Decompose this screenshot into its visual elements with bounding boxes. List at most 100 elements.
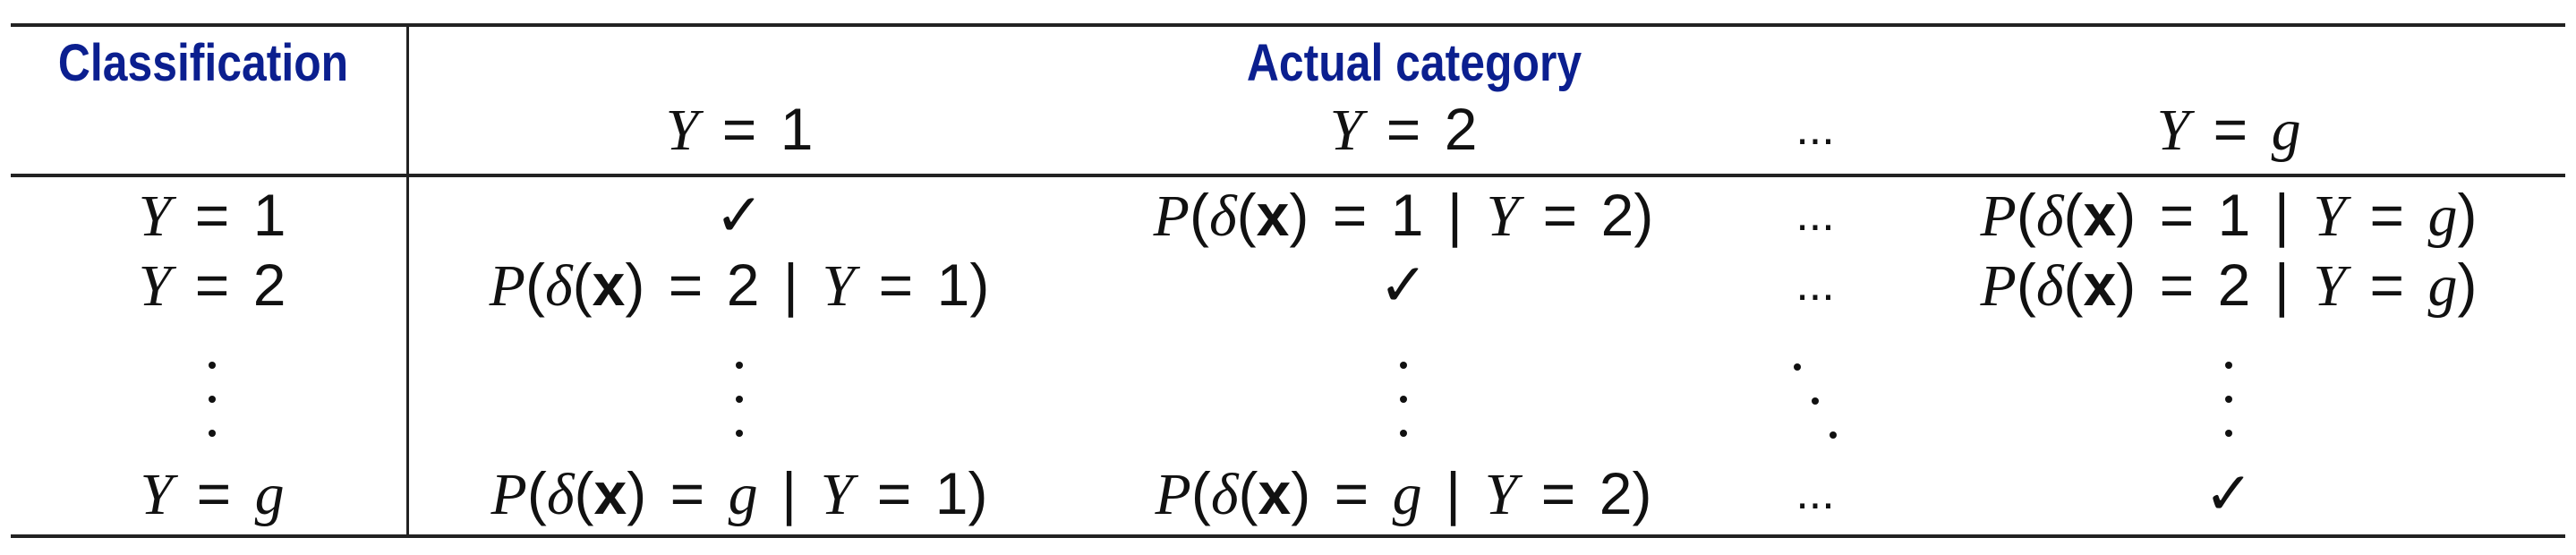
math-variable: g [2271,98,2301,163]
math-variable: Y [1484,462,1518,527]
math-token: ( [2063,182,2084,248]
column-header: Y = 1 [666,97,814,163]
math-token: 2 [726,252,760,318]
ellipsis: ... [1796,259,1835,311]
math-variable: Y [138,184,172,249]
math-token: ( [1238,460,1258,526]
math-token: ) [1633,182,1654,248]
dot [2225,396,2232,403]
math-token: ) [1289,182,1309,248]
actual-category-header: Actual category [1246,34,1582,92]
math-token: 2 [1444,96,1478,162]
math-bold-x: x [2083,182,2117,248]
header-rule [11,174,2565,177]
math-token: ) [2116,182,2137,248]
math-token: ) [1291,460,1311,526]
classification-header: Classification [57,34,349,92]
math-equals: = [1529,460,1588,526]
math-bold-x: x [2083,252,2117,318]
math-delta: δ [1208,184,1237,249]
math-token: ) [2457,252,2478,318]
math-variable: Y [140,462,174,527]
math-equals: = [865,460,924,526]
dot [209,396,216,403]
math-token: 1 [780,96,814,162]
math-variable: P [489,253,525,319]
vertical-dots [733,362,746,446]
math-token: 1 [252,182,286,248]
check-mark: ✓ [2204,460,2254,526]
math-equals: = [658,460,717,526]
math-bar: | [1433,460,1473,526]
math-bold-x: x [1256,182,1290,248]
math-token: ) [1632,460,1652,526]
math-delta: δ [2035,253,2064,319]
math-token: ) [2457,182,2478,248]
math-delta: δ [1210,462,1239,527]
dot [1400,362,1407,369]
column-header: ... [1796,103,1835,155]
probability-cell: P(δ(x) = 2 | Y = g) [1981,252,2478,319]
math-token: ) [968,460,988,526]
math-token: 2 [1600,182,1634,248]
math-equals: = [1374,96,1433,162]
math-variable: g [254,462,285,527]
math-delta: δ [2035,184,2064,249]
math-equals: = [2147,182,2206,248]
ellipsis: ... [1796,189,1835,241]
math-equals: = [1320,182,1379,248]
dot [1830,431,1837,439]
column-header: Y = g [2156,97,2300,163]
check-mark: ✓ [1378,252,1429,318]
column-header: Y = 2 [1330,97,1478,163]
math-variable: P [490,462,527,527]
math-bar: | [2262,252,2302,318]
math-token: 1 [2217,182,2251,248]
math-variable: Y [138,253,172,319]
math-variable: g [1392,462,1422,527]
ellipsis: ... [1796,467,1835,519]
math-equals: = [183,182,242,248]
math-variable: g [2427,184,2458,249]
dot [1400,396,1407,403]
math-token: ( [2016,252,2036,318]
math-bar: | [771,252,811,318]
probability-cell: P(δ(x) = 1 | Y = g) [1981,183,2478,249]
diagonal-dots [1790,362,1840,446]
vertical-dots [1397,362,1410,446]
math-variable: Y [822,253,856,319]
math-token: ( [2016,182,2036,248]
dot [1400,430,1407,437]
math-variable: P [1155,462,1191,527]
math-token: ( [1190,460,1211,526]
dot [209,430,216,437]
dot [736,362,743,369]
row-label: Y = 1 [139,183,286,249]
dot [2225,362,2232,369]
math-equals: = [183,252,242,318]
math-token: 1 [936,252,970,318]
math-variable: g [2427,253,2458,319]
math-variable: Y [665,98,699,163]
math-equals: = [184,460,243,526]
math-token: ) [625,252,645,318]
dot [736,430,743,437]
probability-cell: P(δ(x) = 1 | Y = 2) [1154,183,1654,249]
math-variable: Y [1486,184,1520,249]
math-bold-x: x [1258,460,1292,526]
math-equals: = [2201,96,2260,162]
vertical-dots [2222,362,2235,446]
bottom-rule [11,534,2565,538]
math-variable: Y [820,462,854,527]
math-variable: P [1980,184,2017,249]
dot [209,362,216,369]
math-token: ) [969,252,990,318]
math-bold-x: x [593,460,627,526]
row-label: Y = g [140,461,284,527]
math-bar: | [769,460,809,526]
math-token: 2 [1599,460,1633,526]
math-token: ) [627,460,647,526]
math-delta: δ [546,462,575,527]
math-bold-x: x [592,252,626,318]
math-bar: | [2262,182,2302,248]
